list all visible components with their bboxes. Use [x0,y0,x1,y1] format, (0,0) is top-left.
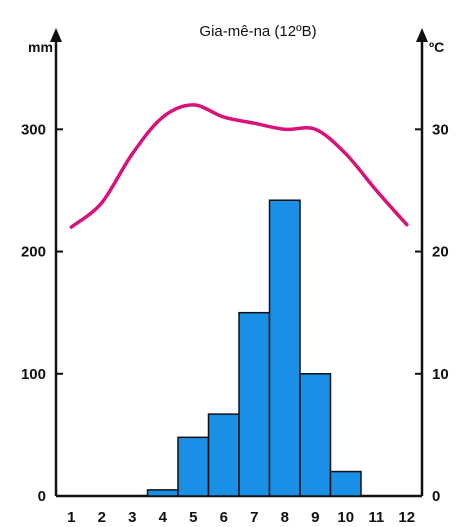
month-label: 7 [250,509,258,526]
precip-bars [146,199,362,497]
month-label: 3 [128,509,136,526]
precip-bar [177,436,210,497]
month-label: 12 [398,509,415,526]
month-label: 5 [189,509,197,526]
temp-tick-label: 10 [432,366,449,383]
temp-tick-label: 0 [432,488,440,505]
precip-bar [299,373,332,497]
temp-unit-label: ºC [429,39,444,55]
temperature-line-group [69,103,409,229]
precip-unit-label: mm [28,39,53,55]
temp-tick-label: 20 [432,244,449,261]
precip-ticks: 0 100 200 300 [21,121,63,505]
precip-tick-label: 200 [21,244,46,261]
precip-tick-label: 100 [21,366,46,383]
month-label: 4 [159,509,168,526]
month-label: 8 [281,509,289,526]
month-label: 10 [337,509,354,526]
precip-tick-label: 0 [38,488,46,505]
month-label: 1 [67,509,75,526]
chart-title: Gia-mê-na (12ºB) [199,23,316,40]
precip-bar [207,413,240,497]
month-label: 6 [220,509,228,526]
left-axis-arrow [50,28,62,42]
temperature-line [69,103,409,229]
precip-bar [329,470,362,497]
precip-bar [146,489,179,497]
month-label: 9 [311,509,319,526]
temp-tick-label: 30 [432,121,449,138]
month-label: 11 [368,509,384,526]
month-labels: 1 2 3 4 5 6 7 8 9 10 11 12 [67,509,415,526]
precip-tick-label: 300 [21,121,46,138]
right-axis-arrow [416,28,428,42]
precip-bar [268,199,301,497]
temp-ticks: 0 10 20 30 [415,121,449,505]
month-label: 2 [98,509,106,526]
precip-bar [238,311,271,497]
